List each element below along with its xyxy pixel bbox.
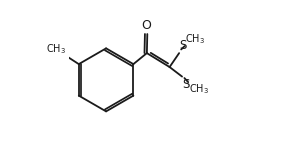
Text: CH$_3$: CH$_3$ <box>45 42 66 56</box>
Text: S: S <box>183 78 190 91</box>
Text: CH$_3$: CH$_3$ <box>185 32 205 46</box>
Text: O: O <box>141 19 151 32</box>
Text: S: S <box>179 39 187 52</box>
Text: CH$_3$: CH$_3$ <box>189 83 209 96</box>
